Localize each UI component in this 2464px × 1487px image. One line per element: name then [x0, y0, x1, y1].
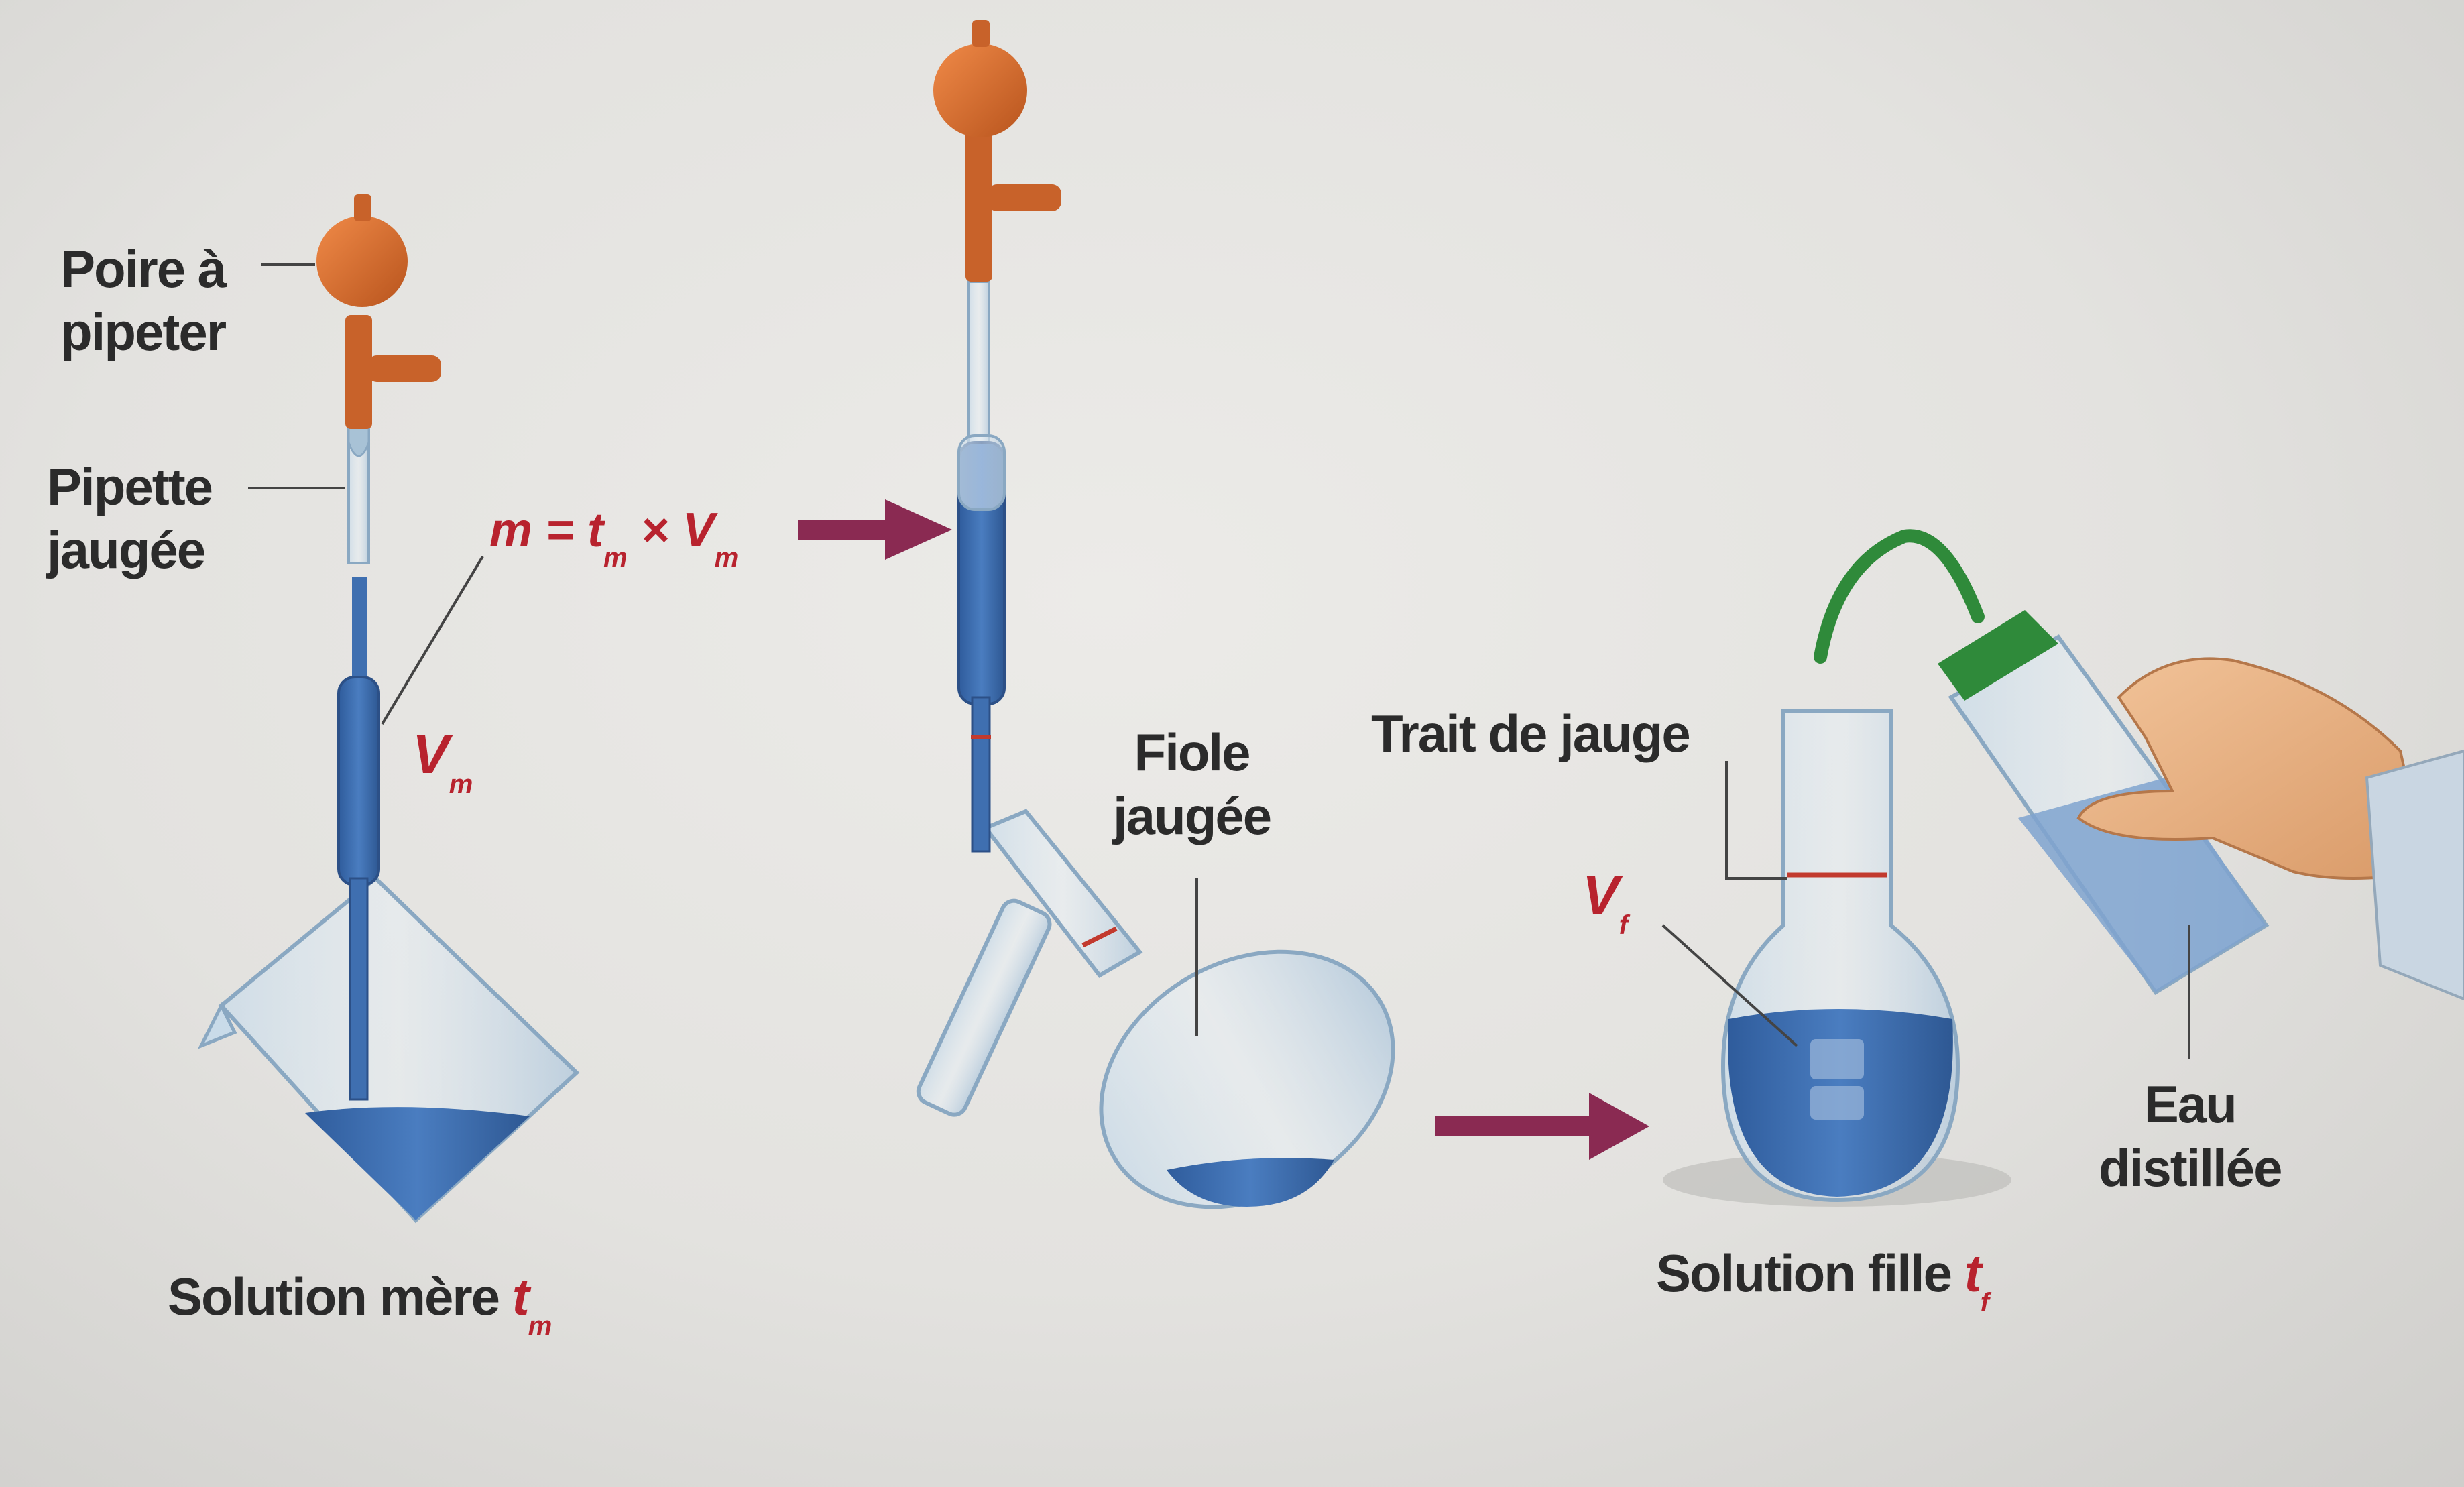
bulb2-top	[972, 20, 990, 47]
formula-t-sub: m	[603, 543, 628, 573]
label-fiole-line2: jaugée	[1113, 786, 1272, 846]
sleeve	[2365, 749, 2464, 1001]
formula-v-sub: m	[714, 543, 739, 573]
wash-bottle-group	[1814, 529, 2464, 1059]
beaker-spout	[197, 1002, 237, 1049]
label-poire-line2: pipeter	[60, 302, 227, 361]
bulb2-valve	[988, 184, 1061, 211]
label-eau-line1: Eau	[2144, 1075, 2237, 1134]
caption-mere-text: Solution mère	[168, 1267, 500, 1326]
tf-letter: t	[1964, 1244, 1982, 1303]
step1-pipette-group	[197, 194, 580, 1224]
label-fiole-line1: Fiole	[1134, 723, 1251, 782]
caption-fille-text: Solution fille	[1656, 1244, 1952, 1303]
label-pipette-line2: jaugée	[47, 520, 206, 579]
bulb1-ball	[316, 216, 408, 307]
label-fiole-jaugee: Fiole jaugée	[1113, 721, 1272, 848]
bulb2-stem	[965, 127, 992, 282]
label-trait-de-jauge: Trait de jauge	[1371, 704, 1691, 763]
formula-m: m	[489, 503, 533, 557]
pipette-liquid-upper	[352, 577, 367, 684]
vf-sub: f	[1619, 910, 1629, 940]
label-vf: Vf	[1582, 865, 1628, 939]
tf-sub: f	[1980, 1288, 1989, 1317]
vm-letter: V	[412, 724, 449, 785]
bulb1-top	[354, 194, 371, 221]
flask3-reflect1	[1810, 1039, 1864, 1079]
caption-fille-t: tf	[1964, 1244, 1989, 1316]
tm-sub: m	[528, 1311, 552, 1341]
formula-times: ×	[627, 503, 683, 557]
bulb2-ball	[933, 44, 1027, 137]
leader-vm	[381, 555, 484, 725]
bottle-nozzle	[1814, 529, 1985, 664]
arrow-step1-to-step2	[798, 499, 952, 560]
vm-sub: m	[449, 770, 473, 799]
vf-letter: V	[1582, 865, 1619, 926]
beaker-liquid	[305, 1107, 530, 1220]
step3-flask-group	[1661, 709, 2011, 1207]
pipette-bulb-section	[337, 676, 380, 886]
pipette2-bulb-glass-top	[957, 434, 1006, 511]
step2-flask-group	[916, 20, 1395, 1209]
label-eau-distillee: Eau distillée	[2099, 1073, 2282, 1200]
leader-trait	[1725, 761, 1787, 880]
formula-mass: m = tm × Vm	[489, 503, 738, 571]
tm-letter: t	[512, 1267, 530, 1326]
formula-equals: =	[532, 503, 588, 557]
pipette2-tip	[971, 696, 991, 853]
label-vm: Vm	[412, 724, 473, 798]
label-pipette-jaugee: Pipette jaugée	[47, 456, 213, 581]
bottle-cap	[1938, 610, 2058, 701]
flask2-mark	[1081, 926, 1118, 948]
bottle-water	[2018, 778, 2266, 992]
caption-mere-t: tm	[512, 1267, 552, 1340]
flask2-liquid	[1167, 1158, 1334, 1207]
caption-solution-mere: Solution mère tm	[168, 1267, 552, 1340]
arrow-step2-to-step3	[1435, 1093, 1649, 1160]
bulb1-stem	[345, 315, 372, 429]
pipette-tip	[349, 877, 369, 1101]
formula-v: V	[682, 503, 715, 557]
flask2-neck	[916, 898, 1052, 1117]
label-poire-line1: Poire à	[60, 239, 227, 298]
leader-vf	[1661, 924, 1798, 1047]
label-eau-line2: distillée	[2099, 1138, 2282, 1198]
hand	[2076, 657, 2429, 880]
bulb1-valve	[367, 355, 441, 382]
label-poire-a-pipeter: Poire à pipeter	[60, 238, 227, 363]
flask3-reflect2	[1810, 1086, 1864, 1120]
caption-solution-fille: Solution fille tf	[1656, 1247, 1989, 1316]
label-pipette-line1: Pipette	[47, 457, 213, 516]
formula-t: t	[587, 503, 604, 557]
